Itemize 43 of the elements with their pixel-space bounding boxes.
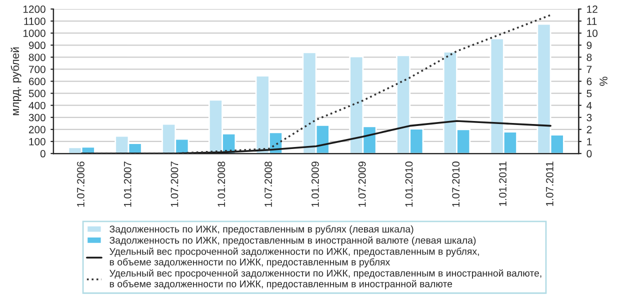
y-axis-title: млрд. рублей — [10, 47, 22, 116]
y-tick-label: 1200 — [23, 6, 46, 13]
y-tick-label: 200 — [28, 126, 46, 134]
x-tick-label: 1.07.2011 — [546, 162, 554, 206]
y2-axis-title: % — [600, 76, 608, 86]
x-tick-label: 1.01.2008 — [218, 162, 226, 207]
x-tick-label: 1.07.2007 — [170, 162, 178, 207]
y-tick-label: 400 — [28, 102, 46, 110]
y2-tick-label: 3 — [586, 114, 592, 122]
y-tick-label: 300 — [28, 114, 46, 122]
y2-tick-label: 0 — [586, 150, 592, 158]
y-tick-label: 1000 — [23, 30, 46, 37]
legend-label: Задолженность по ИЖК, предоставленным в рублях (левая шкала) — [110, 225, 414, 234]
x-tick-label: 1.01.2007 — [124, 162, 132, 207]
x-tick-label: 1.07.2006 — [77, 162, 84, 207]
y2-tick-label: 7 — [586, 66, 592, 74]
y-tick-label: 1100 — [24, 18, 46, 25]
y-tick-label: 700 — [28, 66, 46, 74]
y-tick-label: 600 — [28, 78, 46, 86]
x-tick-label: 1.07.2009 — [358, 162, 366, 207]
y-tick-label: 100 — [29, 138, 46, 146]
y2-tick-label: 12 — [587, 6, 598, 13]
x-tick-label: 1.01.2010 — [405, 162, 413, 207]
x-tick-label: 1.07.2008 — [264, 162, 272, 207]
y2-tick-label: 1 — [587, 138, 592, 146]
y2-tick-label: 8 — [586, 54, 592, 62]
y-tick-label: 900 — [28, 42, 46, 50]
y2-tick-label: 5 — [586, 90, 592, 98]
y2-tick-label: 4 — [586, 102, 592, 110]
y2-tick-label: 6 — [586, 78, 592, 86]
legend-label: Удельный вес просроченной задолженности по ИЖК, предоставленным в рублях, в объеме задолженности по ИЖК, предоставленным в рублях — [110, 248, 479, 268]
y2-tick-label: 10 — [587, 30, 598, 37]
x-tick-label: 1.01.2011 — [499, 162, 506, 206]
y-tick-label: 800 — [28, 54, 46, 62]
y2-tick-label: 11 — [587, 18, 597, 25]
y-tick-label: 500 — [28, 90, 46, 98]
y2-tick-label: 9 — [586, 42, 592, 50]
legend-label: Удельный вес просроченной задолженности по ИЖК, предоставленным в иностранной валюте, в объеме задолженности по ИЖК, предоставленным в иностранной валюте — [110, 269, 542, 290]
x-tick-label: 1.07.2010 — [452, 162, 460, 207]
x-tick-label: 1.01.2009 — [311, 162, 319, 207]
y2-tick-label: 2 — [586, 126, 592, 134]
y-tick-label: 0 — [40, 150, 46, 158]
legend-label: Задолженность по ИЖК, предоставленным в иностранной валюте (левая шкала) — [110, 236, 476, 246]
